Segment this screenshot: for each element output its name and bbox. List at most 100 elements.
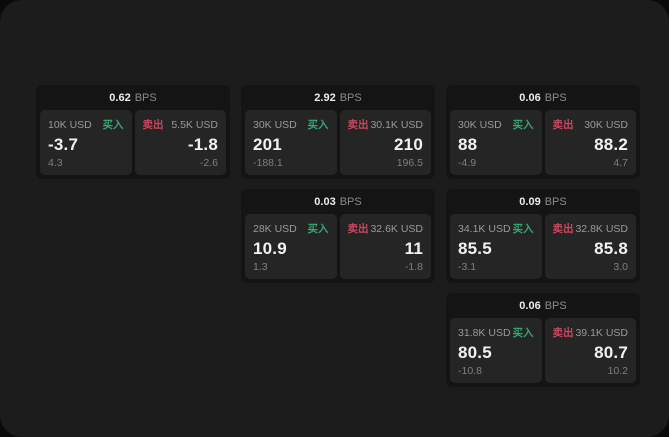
sell-quote-panel[interactable]: 卖出 32.8K USD 85.8 3.0 (544, 214, 636, 279)
sell-panel-top: 卖出 39.1K USD (553, 325, 629, 340)
buy-quote-panel[interactable]: 34.1K USD 买入 85.5 -3.1 (450, 214, 542, 279)
bps-unit-label: BPS (339, 196, 362, 208)
buy-price: 10.9 (253, 239, 287, 258)
spread-value: 2.92 (314, 92, 336, 104)
sell-delta: -1.8 (404, 261, 423, 273)
sell-quote-panel[interactable]: 卖出 30K USD 88.2 4.7 (544, 110, 636, 175)
sell-price: 11 (404, 239, 423, 258)
buy-side-label: 买入 (307, 223, 329, 235)
bps-unit-label: BPS (544, 300, 567, 312)
spread-header: 0.06 BPS (446, 85, 640, 108)
quote-panels: 30K USD 买入 88 -4.9 卖出 30K USD 88.2 4.7 (450, 110, 636, 175)
sell-notional: 32.6K USD (370, 222, 423, 235)
sell-notional: 30.1K USD (370, 118, 423, 131)
sell-panel-top: 卖出 30K USD (553, 117, 629, 132)
quote-panels: 28K USD 买入 10.9 1.3 卖出 32.6K USD 11 -1.8 (245, 214, 431, 279)
spread-value: 0.06 (519, 92, 541, 104)
buy-notional: 30K USD (458, 118, 502, 131)
buy-panel-top: 30K USD 买入 (253, 117, 329, 132)
buy-notional: 34.1K USD (458, 222, 511, 235)
bps-unit-label: BPS (134, 92, 157, 104)
sell-price: 88.2 (594, 135, 628, 154)
buy-quote-panel[interactable]: 10K USD 买入 -3.7 4.3 (40, 110, 132, 175)
bps-unit-label: BPS (339, 92, 362, 104)
buy-notional: 31.8K USD (458, 326, 511, 339)
quote-card: 0.09 BPS 34.1K USD 买入 85.5 -3.1 卖出 32.8K… (446, 189, 640, 283)
sell-price: 80.7 (594, 343, 628, 362)
quote-card: 0.62 BPS 10K USD 买入 -3.7 4.3 卖出 5.5K USD… (36, 85, 230, 179)
spread-header: 0.09 BPS (446, 189, 640, 212)
buy-price: 85.5 (458, 239, 492, 258)
sell-delta: 196.5 (396, 157, 423, 169)
sell-quote-panel[interactable]: 卖出 39.1K USD 80.7 10.2 (544, 318, 636, 383)
buy-price: 201 (253, 135, 282, 154)
buy-notional: 10K USD (48, 118, 92, 131)
sell-side-label: 卖出 (552, 327, 574, 339)
buy-panel-top: 31.8K USD 买入 (458, 325, 534, 340)
buy-quote-panel[interactable]: 30K USD 买入 201 -188.1 (245, 110, 337, 175)
quote-card: 0.03 BPS 28K USD 买入 10.9 1.3 卖出 32.6K US… (241, 189, 435, 283)
quote-panels: 10K USD 买入 -3.7 4.3 卖出 5.5K USD -1.8 -2.… (40, 110, 226, 175)
sell-delta: -2.6 (199, 157, 218, 169)
sell-side-label: 卖出 (347, 119, 369, 131)
quote-card: 2.92 BPS 30K USD 买入 201 -188.1 卖出 30.1K … (241, 85, 435, 179)
sell-notional: 30K USD (584, 118, 628, 131)
buy-notional: 28K USD (253, 222, 297, 235)
sell-panel-top: 卖出 30.1K USD (348, 117, 424, 132)
quote-panels: 30K USD 买入 201 -188.1 卖出 30.1K USD 210 1… (245, 110, 431, 175)
sell-delta: 4.7 (613, 157, 628, 169)
buy-side-label: 买入 (307, 119, 329, 131)
sell-price: 210 (394, 135, 423, 154)
quote-panels: 34.1K USD 买入 85.5 -3.1 卖出 32.8K USD 85.8… (450, 214, 636, 279)
spread-header: 0.62 BPS (36, 85, 230, 108)
buy-quote-panel[interactable]: 31.8K USD 买入 80.5 -10.8 (450, 318, 542, 383)
sell-quote-panel[interactable]: 卖出 30.1K USD 210 196.5 (339, 110, 431, 175)
buy-panel-top: 30K USD 买入 (458, 117, 534, 132)
sell-side-label: 卖出 (347, 223, 369, 235)
buy-panel-top: 34.1K USD 买入 (458, 221, 534, 236)
sell-side-label: 卖出 (552, 223, 574, 235)
buy-delta: -4.9 (458, 157, 477, 169)
spread-value: 0.06 (519, 300, 541, 312)
buy-side-label: 买入 (512, 223, 534, 235)
sell-quote-panel[interactable]: 卖出 32.6K USD 11 -1.8 (339, 214, 431, 279)
sell-notional: 39.1K USD (575, 326, 628, 339)
spread-header: 0.06 BPS (446, 293, 640, 316)
buy-price: 88 (458, 135, 478, 154)
sell-delta: 3.0 (613, 261, 628, 273)
buy-quote-panel[interactable]: 30K USD 买入 88 -4.9 (450, 110, 542, 175)
quote-panels: 31.8K USD 买入 80.5 -10.8 卖出 39.1K USD 80.… (450, 318, 636, 383)
sell-quote-panel[interactable]: 卖出 5.5K USD -1.8 -2.6 (134, 110, 226, 175)
buy-side-label: 买入 (512, 119, 534, 131)
buy-panel-top: 10K USD 买入 (48, 117, 124, 132)
buy-quote-panel[interactable]: 28K USD 买入 10.9 1.3 (245, 214, 337, 279)
sell-notional: 32.8K USD (575, 222, 628, 235)
buy-delta: -188.1 (253, 157, 283, 169)
spread-header: 2.92 BPS (241, 85, 435, 108)
quote-grid: 0.62 BPS 10K USD 买入 -3.7 4.3 卖出 5.5K USD… (36, 85, 640, 387)
sell-panel-top: 卖出 32.6K USD (348, 221, 424, 236)
sell-price: 85.8 (594, 239, 628, 258)
sell-panel-top: 卖出 32.8K USD (553, 221, 629, 236)
buy-delta: 4.3 (48, 157, 63, 169)
bps-unit-label: BPS (544, 196, 567, 208)
sell-notional: 5.5K USD (171, 118, 218, 131)
sell-side-label: 卖出 (552, 119, 574, 131)
spread-value: 0.03 (314, 196, 336, 208)
buy-delta: -10.8 (458, 365, 482, 377)
buy-side-label: 买入 (102, 119, 124, 131)
buy-price: -3.7 (48, 135, 79, 154)
spread-value: 0.62 (109, 92, 131, 104)
bps-unit-label: BPS (544, 92, 567, 104)
buy-panel-top: 28K USD 买入 (253, 221, 329, 236)
sell-side-label: 卖出 (142, 119, 164, 131)
buy-side-label: 买入 (512, 327, 534, 339)
buy-notional: 30K USD (253, 118, 297, 131)
buy-delta: 1.3 (253, 261, 268, 273)
buy-delta: -3.1 (458, 261, 477, 273)
quote-card: 0.06 BPS 30K USD 买入 88 -4.9 卖出 30K USD 8… (446, 85, 640, 179)
sell-price: -1.8 (187, 135, 218, 154)
spread-header: 0.03 BPS (241, 189, 435, 212)
sell-delta: 10.2 (607, 365, 628, 377)
